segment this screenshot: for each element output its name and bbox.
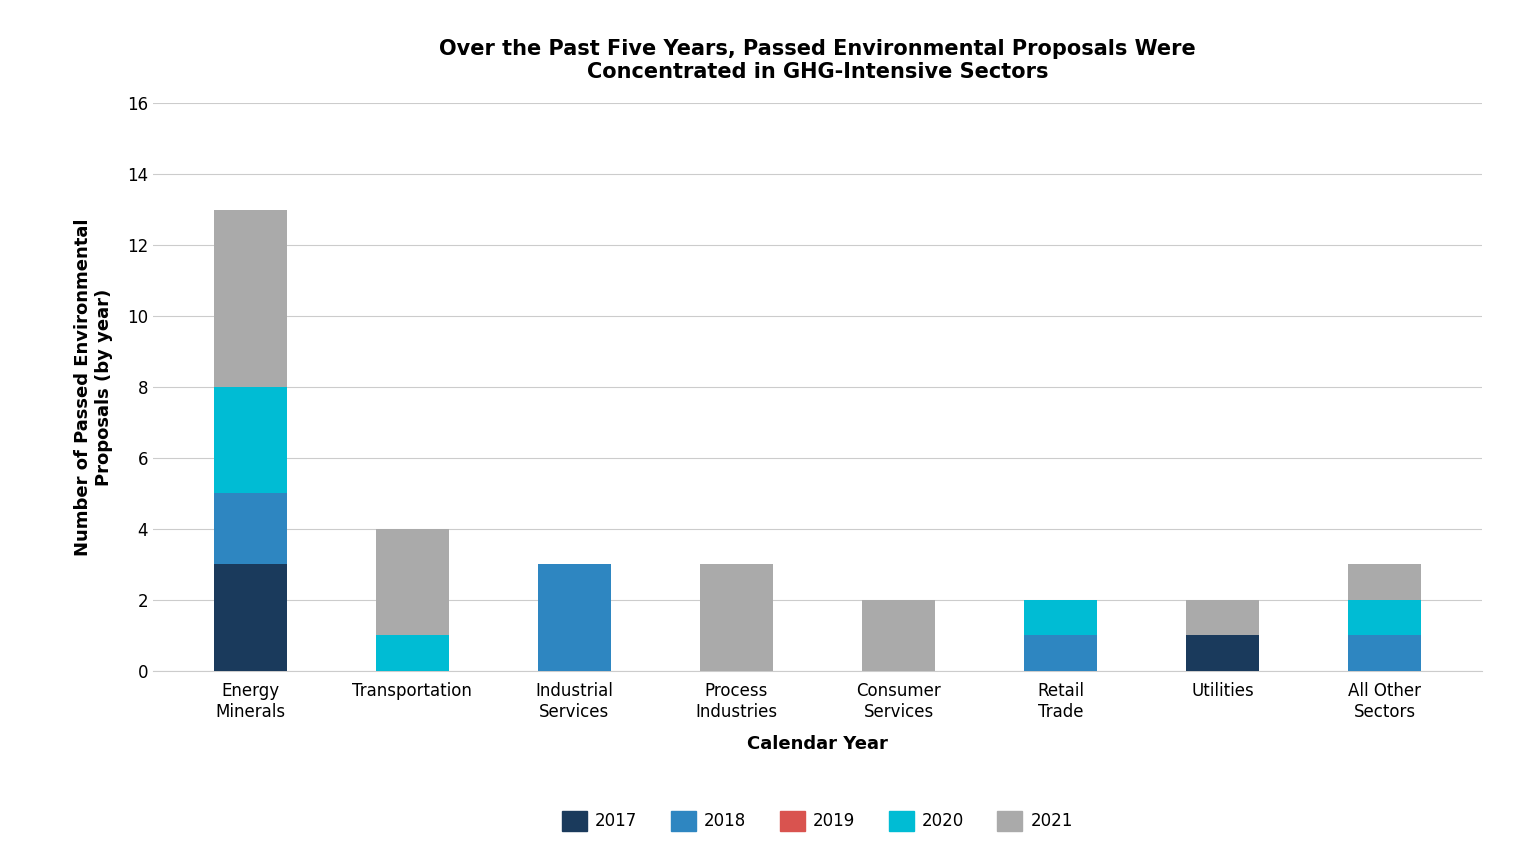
Bar xyxy=(1348,564,1421,600)
Bar xyxy=(214,210,287,387)
Bar xyxy=(376,636,449,671)
Bar xyxy=(700,564,773,671)
Bar xyxy=(538,564,611,671)
X-axis label: Calendar Year: Calendar Year xyxy=(747,734,888,752)
Title: Over the Past Five Years, Passed Environmental Proposals Were
Concentrated in GH: Over the Past Five Years, Passed Environ… xyxy=(439,39,1196,83)
Bar xyxy=(1348,600,1421,636)
Bar xyxy=(1348,636,1421,671)
Bar xyxy=(376,529,449,636)
Y-axis label: Number of Passed Environmental
Proposals (by year): Number of Passed Environmental Proposals… xyxy=(73,218,113,556)
Legend: 2017, 2018, 2019, 2020, 2021: 2017, 2018, 2019, 2020, 2021 xyxy=(555,804,1080,838)
Bar xyxy=(214,564,287,671)
Bar xyxy=(1024,600,1097,636)
Bar xyxy=(1186,600,1259,636)
Bar xyxy=(1024,636,1097,671)
Bar xyxy=(862,600,935,671)
Bar xyxy=(214,387,287,494)
Bar xyxy=(214,494,287,564)
Bar xyxy=(1186,636,1259,671)
